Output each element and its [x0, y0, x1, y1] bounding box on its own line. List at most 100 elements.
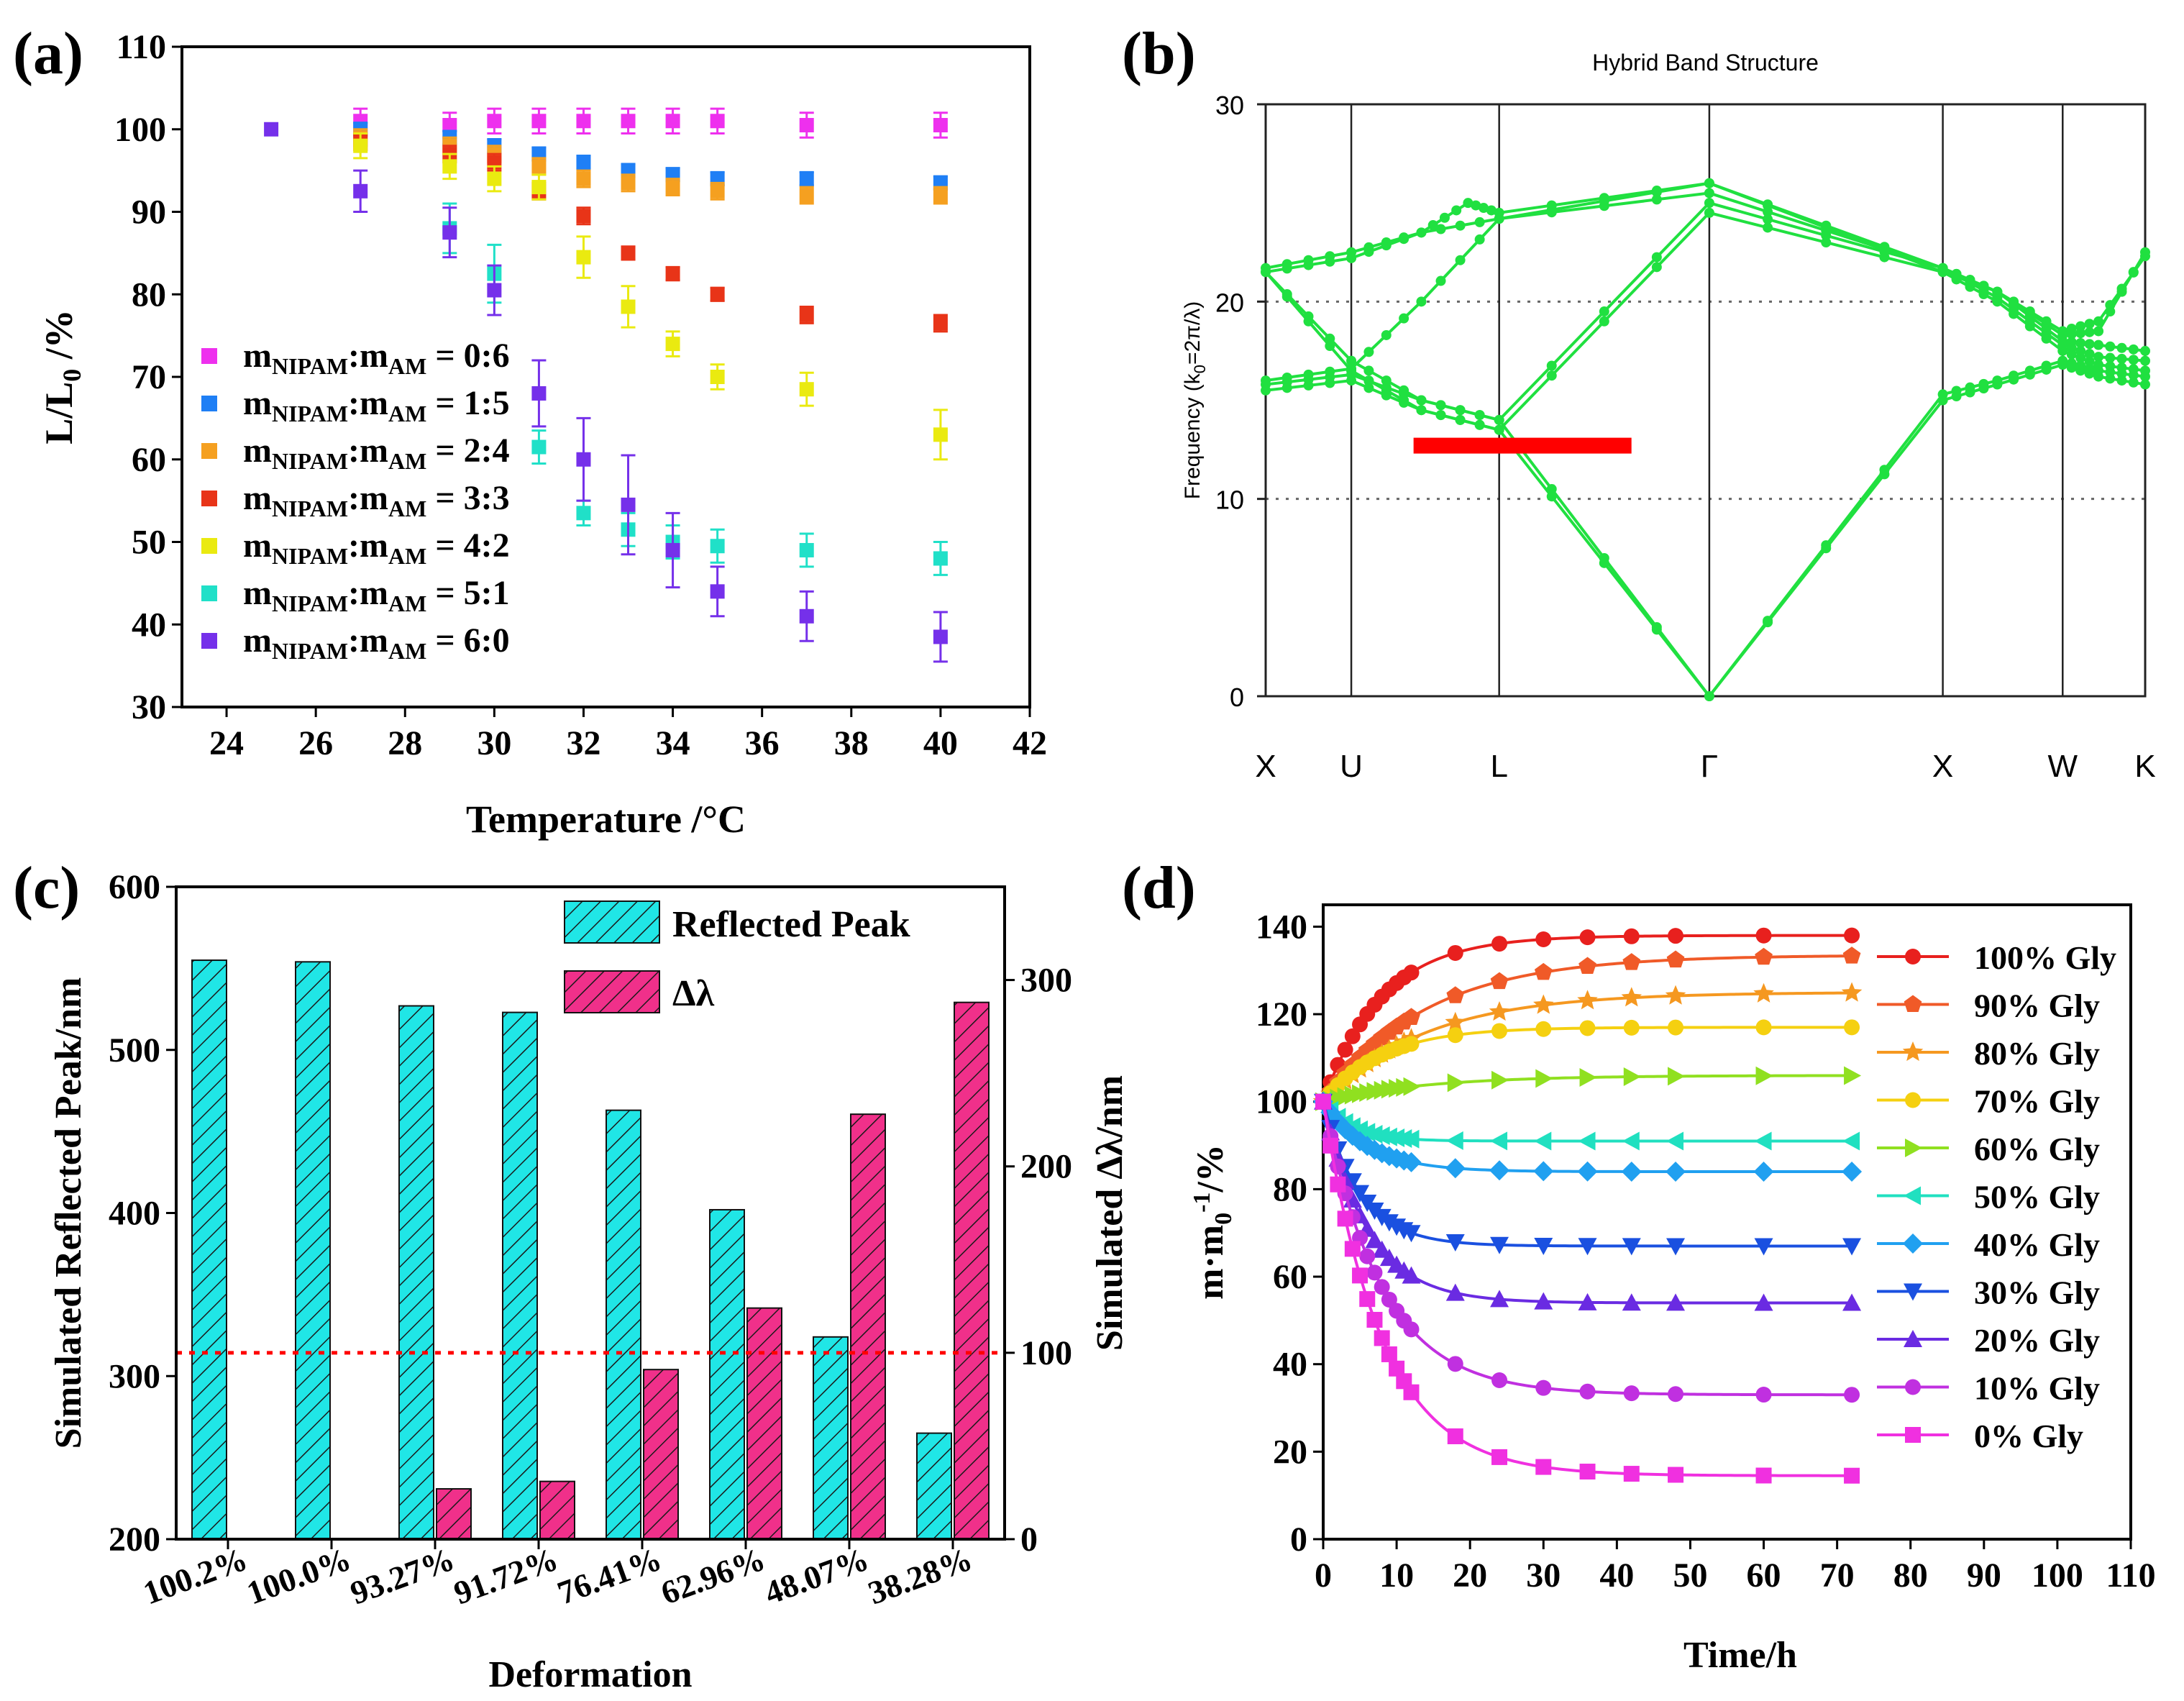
data-point	[353, 183, 368, 199]
band-point	[1704, 691, 1714, 701]
marker	[1535, 931, 1552, 948]
panel-b-band-structure: Hybrid Band Structure X U L Γ X W K 0 10 20 30 Frequ…	[1181, 50, 2156, 784]
marker	[1344, 1241, 1361, 1257]
marker	[1491, 1023, 1508, 1039]
marker	[1533, 994, 1554, 1014]
series-3-3	[353, 132, 948, 333]
marker	[1622, 1238, 1641, 1256]
y-tick-label-b: 10	[1215, 485, 1244, 515]
legend-marker-a	[201, 538, 217, 554]
series-6-0	[264, 122, 948, 663]
legend-label-reflected: Reflected Peak	[672, 904, 910, 945]
y-tick-label-right-c: 300	[1020, 962, 1072, 1000]
x-tick-label-a: 24	[209, 724, 244, 762]
marker	[1579, 1068, 1597, 1087]
band-point	[2084, 349, 2095, 360]
x-tick-label-d: 10	[1379, 1556, 1414, 1595]
marker	[1387, 1128, 1405, 1147]
band-point	[2041, 360, 2052, 371]
chart-title-b: Hybrid Band Structure	[1592, 50, 1819, 76]
band-point	[1474, 216, 1485, 227]
marker	[1622, 953, 1641, 970]
y-tick-label-left-c: 500	[109, 1031, 160, 1070]
marker	[1579, 1464, 1596, 1480]
band-point	[1281, 291, 1292, 302]
data-point	[487, 114, 502, 129]
marker	[1381, 1291, 1397, 1308]
band-point	[1363, 347, 1374, 357]
data-point	[799, 542, 814, 557]
legend-label-d: 50% Gly	[1974, 1179, 2100, 1216]
marker	[1315, 1093, 1331, 1110]
band-line-5	[1265, 191, 2146, 383]
band-point	[1651, 624, 1662, 635]
y-tick-label-d: 80	[1273, 1170, 1307, 1208]
data-point	[531, 114, 547, 129]
series-2-4	[353, 128, 948, 205]
panel-label-b: (b)	[1122, 20, 1196, 87]
band-point	[1399, 397, 1409, 408]
marker	[1754, 1238, 1773, 1256]
y-tick-label-a: 30	[132, 688, 166, 726]
marker	[1842, 1293, 1862, 1311]
band-point	[2093, 339, 2104, 350]
marker	[1535, 1069, 1553, 1088]
band-point	[1704, 207, 1714, 218]
marker	[1379, 1214, 1399, 1232]
marker	[1755, 1467, 1772, 1484]
x-axis-title-a: Temperature /°C	[466, 798, 746, 841]
marker	[1372, 1126, 1390, 1146]
marker	[1755, 1019, 1772, 1036]
band-point	[1763, 199, 1773, 210]
marker	[1446, 986, 1465, 1003]
marker	[1359, 1248, 1376, 1264]
category-label: 93.27%	[345, 1540, 459, 1611]
band-point	[1651, 194, 1662, 205]
band-point	[1546, 491, 1557, 502]
band-point	[1546, 200, 1557, 211]
marker	[1666, 1131, 1684, 1151]
band-point	[2084, 319, 2095, 329]
legend-label-a: mNIPAM:mAM = 3:3	[243, 479, 510, 521]
kpoint-label: X	[1932, 749, 1953, 784]
marker	[1447, 1356, 1463, 1372]
series-60-pct-gly	[1315, 1066, 1862, 1111]
marker	[1489, 1160, 1510, 1181]
band-point	[1992, 286, 2003, 297]
band-point	[1261, 375, 1271, 386]
band-point	[1599, 306, 1609, 317]
band-point	[2116, 342, 2127, 353]
marker	[1905, 949, 1921, 964]
data-point	[665, 266, 680, 281]
band-point	[1978, 281, 1989, 291]
marker	[1445, 1283, 1465, 1301]
legend-label-d: 80% Gly	[1974, 1035, 2100, 1072]
marker	[1755, 1387, 1772, 1403]
y-axis-title-right-c: Simulated Δλ/nm	[1089, 1075, 1130, 1351]
data-point	[531, 386, 547, 401]
marker	[1402, 1129, 1420, 1149]
marker	[1344, 1028, 1361, 1044]
x-tick-label-a: 40	[923, 724, 958, 762]
legend-swatch-delta	[564, 970, 660, 1013]
band-point	[2093, 316, 2104, 327]
series-70-pct-gly	[1315, 1019, 1860, 1110]
band-point	[1427, 220, 1438, 231]
band-point	[2075, 337, 2086, 348]
band-point	[1435, 400, 1446, 411]
band-point	[1281, 259, 1292, 270]
band-point	[2140, 345, 2150, 356]
data-point	[264, 122, 279, 137]
band-point	[2066, 358, 2077, 369]
band-point	[2066, 329, 2077, 339]
band-point	[1303, 316, 1314, 327]
marker	[1403, 1321, 1420, 1338]
legend-label-a: mNIPAM:mAM = 2:4	[243, 432, 510, 474]
band-point	[1546, 370, 1557, 381]
band-point	[1474, 410, 1485, 421]
marker	[1534, 1131, 1552, 1151]
data-point	[799, 307, 814, 322]
band-point	[1651, 252, 1662, 263]
legend-marker-a	[201, 585, 217, 601]
data-point	[933, 629, 948, 644]
